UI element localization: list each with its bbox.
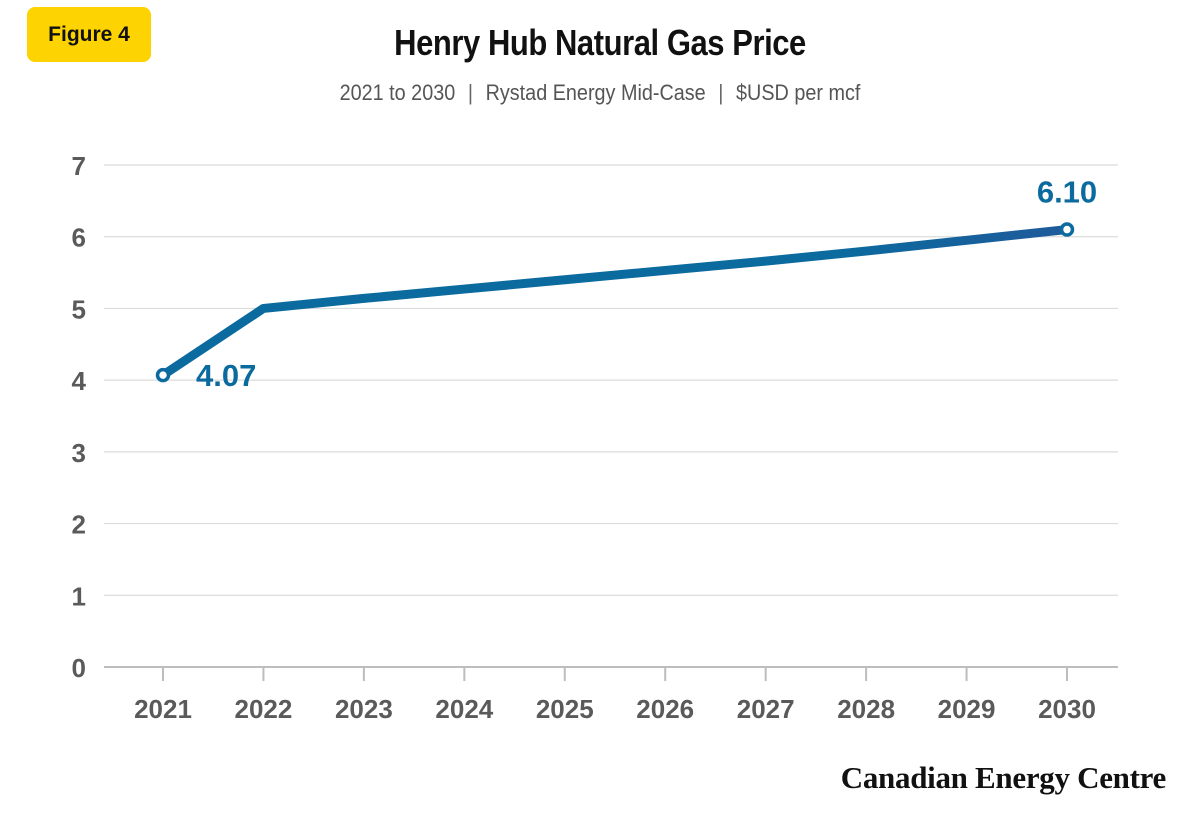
data-label: 6.10 [1037, 175, 1097, 210]
data-point-marker [155, 367, 171, 383]
y-tick-label: 5 [72, 294, 86, 324]
data-label: 4.07 [196, 358, 256, 393]
brand-logo-text: Canadian Energy Centre [840, 760, 1167, 795]
figure-badge-label: Figure 4 [48, 22, 130, 46]
subtitle-source: Rystad Energy Mid-Case [485, 80, 706, 105]
subtitle-separator: | [718, 80, 724, 105]
subtitle-unit: $USD per mcf [736, 80, 861, 105]
y-tick-label: 6 [72, 223, 86, 253]
y-tick-label: 7 [72, 151, 86, 181]
annotations: 4.07 6.10 [155, 175, 1097, 393]
y-tick-label: 2 [72, 510, 86, 540]
chart-title: Henry Hub Natural Gas Price [394, 22, 806, 63]
x-tick-label: 2026 [636, 694, 694, 724]
x-axis: 2021 2022 2023 2024 2025 2026 2027 2028 2029 2030 [104, 666, 1118, 724]
x-tick-label: 2021 [134, 694, 192, 724]
series-line [158, 225, 1072, 380]
subtitle-period: 2021 to 2030 [339, 80, 456, 105]
series-layer [158, 225, 1072, 380]
figure-badge: Figure 4 [27, 7, 151, 62]
chart-subtitle: 2021 to 2030 | Rystad Energy Mid-Case | $USD… [60, 80, 1140, 106]
x-tick-label: 2027 [737, 694, 795, 724]
x-tick-label: 2028 [837, 694, 895, 724]
y-axis-ticks: 0 1 2 3 4 5 6 7 [72, 151, 87, 683]
subtitle-separator: | [467, 80, 473, 105]
data-point-marker [1059, 222, 1075, 237]
x-tick-label: 2025 [536, 694, 594, 724]
y-tick-label: 1 [72, 581, 86, 611]
x-tick-label: 2030 [1038, 694, 1096, 724]
y-tick-label: 0 [72, 653, 86, 683]
x-tick-label: 2024 [435, 694, 493, 724]
x-tick-label: 2023 [335, 694, 393, 724]
y-tick-label: 3 [72, 438, 86, 468]
x-tick-label: 2022 [235, 694, 293, 724]
y-tick-label: 4 [72, 366, 87, 396]
x-tick-label: 2029 [938, 694, 996, 724]
